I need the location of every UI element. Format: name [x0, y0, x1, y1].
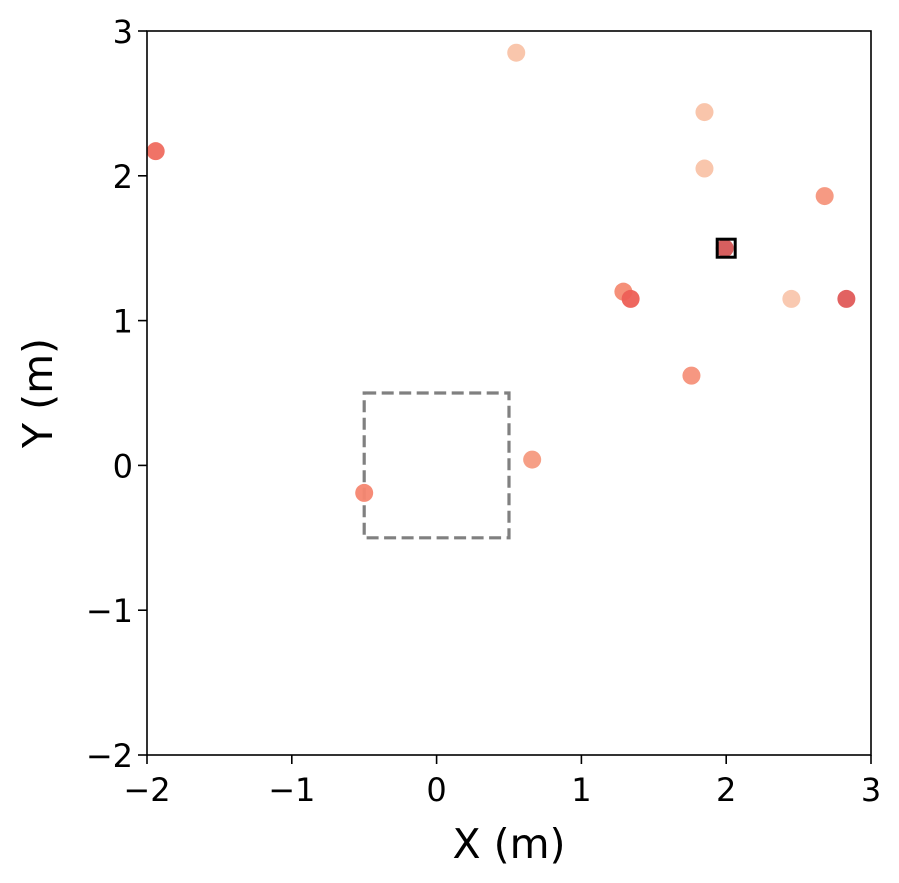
x-tick-label: 1	[571, 771, 591, 809]
scatter-point	[355, 483, 374, 502]
scatter-point	[146, 142, 165, 161]
scatter-point	[815, 187, 834, 206]
x-tick-label: 0	[426, 771, 446, 809]
x-tick-label: −2	[123, 771, 170, 809]
x-tick-label: 3	[861, 771, 881, 809]
plot-frame	[146, 30, 872, 756]
x-axis-title: X (m)	[452, 820, 565, 868]
scatter-point	[695, 159, 714, 178]
scatter-point	[621, 289, 640, 308]
y-tick-label: 2	[113, 158, 133, 196]
axis-ticks: −2 −1 0 1 2 3 −2 −1 0 1 2 3	[86, 13, 881, 809]
plot-area	[146, 43, 856, 540]
scatter-point	[507, 43, 526, 62]
y-tick-label: 1	[113, 303, 133, 341]
x-tick-label: 2	[716, 771, 736, 809]
dashed-region	[362, 391, 511, 540]
scatter-point	[837, 289, 856, 308]
scatter-point	[695, 103, 714, 122]
scatter-point	[715, 239, 734, 258]
scatter-point	[682, 366, 701, 385]
y-tick-label: −1	[86, 592, 133, 630]
x-tick-label: −1	[268, 771, 315, 809]
target-marker	[715, 237, 737, 259]
y-tick-label: −2	[86, 737, 133, 775]
y-tick-label: 0	[113, 447, 133, 485]
y-tick-label: 3	[113, 13, 133, 51]
y-axis-title: Y (m)	[14, 338, 62, 449]
scatter-point	[782, 289, 801, 308]
scatter-point	[523, 450, 542, 469]
